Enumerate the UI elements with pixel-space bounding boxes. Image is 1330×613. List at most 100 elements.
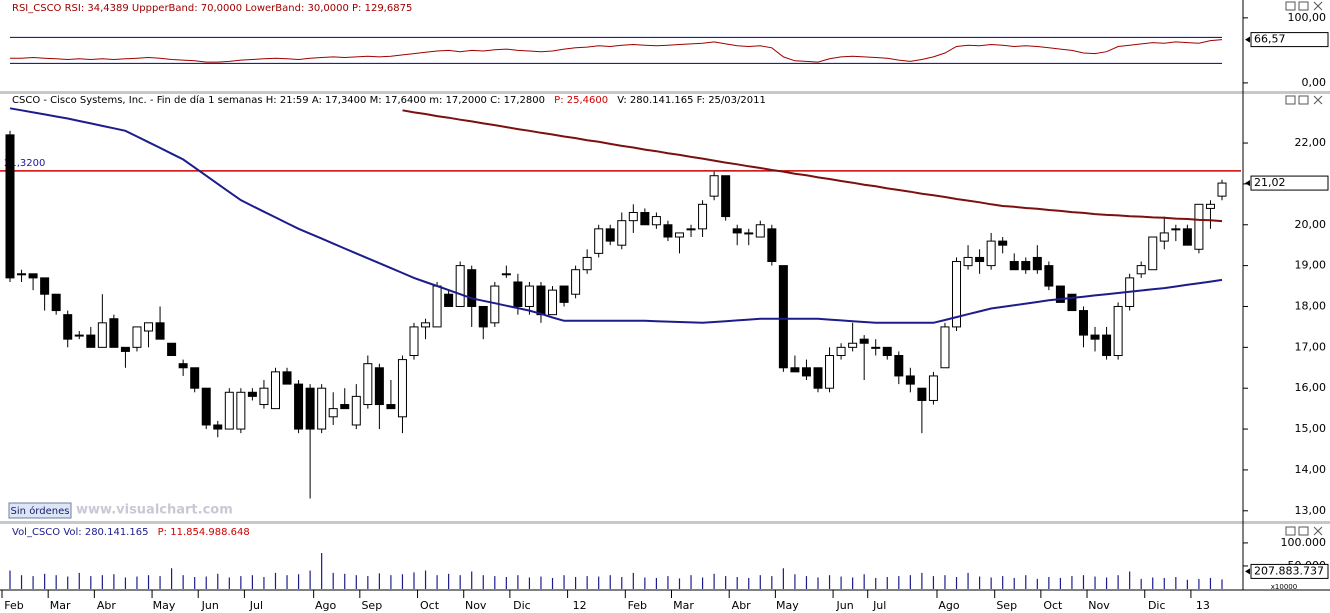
candle-body [340,404,350,410]
candle-body [63,314,73,340]
candle-body [1009,261,1019,271]
candle-body [1032,256,1042,271]
close-button[interactable] [1313,1,1323,11]
candle-body [605,228,615,242]
x-tick-label: Jun [201,599,219,612]
candle-body [744,232,754,235]
maximize-button[interactable] [1298,1,1309,11]
candle-body [709,175,719,197]
x-tick-label: May [776,599,799,612]
x-tick-label: Abr [97,599,117,612]
x-tick-label: Abr [732,599,752,612]
maximize-button[interactable] [1298,526,1309,536]
last-value-box [1250,175,1329,191]
volume-header-p: P: 11.854.988.648 [158,527,250,538]
candle-body [190,367,200,389]
volume-unit: x10000 [1271,583,1297,591]
last-value-label: 66,57 [1254,33,1286,46]
orders-button[interactable] [8,502,72,519]
candle-body [1194,203,1204,250]
y-tick-label: 19,00 [1295,259,1327,272]
candle-body [1067,293,1077,312]
candle-body [51,293,61,312]
candle-body [513,281,523,307]
candle-body [1021,261,1031,271]
y-tick-label: 16,00 [1295,381,1327,394]
candle-body [120,346,130,352]
candle-body [236,391,246,430]
candle-body [651,216,661,226]
candle-body [432,285,442,328]
candle-body [259,387,269,406]
candle-body [801,367,811,377]
candle-body [882,346,892,357]
candle-body [975,256,985,263]
candle-body [986,240,996,267]
last-value-pointer [1245,568,1250,575]
candle-body [109,318,119,348]
candle-body [374,367,384,406]
x-tick-label: 12 [573,599,587,612]
x-tick-label: 13 [1196,599,1210,612]
candle-body [778,265,788,369]
candle-body [409,326,419,357]
candle-body [698,203,708,230]
candle-body [1113,305,1123,357]
candle-body [582,256,592,271]
candle-body [548,289,558,316]
last-value-pointer [1245,36,1250,43]
orders-button-label[interactable]: Sin órdenes [11,505,70,517]
candle-body [917,387,927,401]
minimize-button[interactable] [1285,1,1296,11]
candle-body [617,220,627,246]
candle-body [155,322,165,340]
y-tick-label: 15,00 [1295,422,1327,435]
candle-body [1055,285,1065,303]
moving-average [9,107,1223,324]
candle-body [940,326,950,369]
x-tick-label: Jun [835,599,853,612]
volume-header: Vol_CSCO Vol: 280.141.165 P: 11.854.988.… [12,527,250,538]
maximize-button[interactable] [1298,95,1309,105]
candle-body [224,391,234,430]
x-tick-label: Mar [673,599,694,612]
candle-body [305,387,315,430]
candle-body [928,375,938,401]
x-tick-label: Feb [4,599,23,612]
candle-body [1090,334,1100,340]
last-value-pointer [1245,180,1250,187]
y-tick-label: 0,00 [1302,76,1327,89]
x-tick-label: Sep [996,599,1017,612]
candle-body [40,277,50,295]
minimize-button[interactable] [1285,526,1296,536]
candle-body [421,322,431,328]
candle-body [5,134,15,279]
x-tick-label: Jul [872,599,886,612]
candle-body [1217,182,1227,197]
close-button[interactable] [1313,95,1323,105]
last-value-box [1250,563,1329,579]
x-tick-label: Dic [1148,599,1166,612]
candle-body [686,228,696,231]
candle-body [317,387,327,430]
candle-body [825,355,835,389]
candle-body [524,285,534,307]
candle-body [363,363,373,406]
candle-body [455,265,465,307]
candle-body [1171,228,1181,231]
candle-body [213,424,223,430]
y-tick-label: 14,00 [1295,463,1327,476]
x-tick-label: Nov [1088,599,1110,612]
candle-body [270,371,280,410]
candle-body [478,305,488,328]
candle-body [467,269,477,307]
close-button[interactable] [1313,526,1323,536]
candle-body [1148,236,1158,271]
minimize-button[interactable] [1285,95,1296,105]
candle-body [294,383,304,430]
y-tick-label: 17,00 [1295,340,1327,353]
panel-separator [0,91,1330,94]
